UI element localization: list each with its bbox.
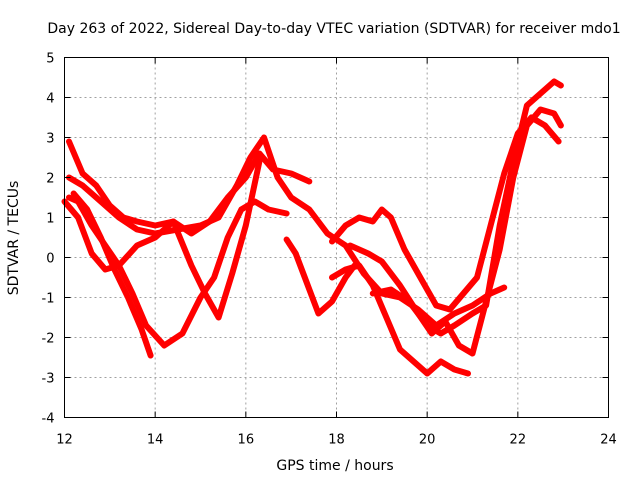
y-tick-label: 1 [46, 212, 54, 227]
series-track-5 [61, 158, 263, 321]
y-tick-label: 0 [46, 252, 54, 267]
y-tick-label: 5 [46, 52, 54, 67]
y-tick-label: 4 [46, 92, 54, 107]
y-axis-title: SDTVAR / TECUs [6, 181, 22, 296]
y-tick-label: -1 [42, 292, 55, 307]
x-tick-label: 18 [328, 433, 345, 448]
series-track-9 [347, 106, 564, 357]
x-tick-label: 24 [600, 433, 617, 448]
chart-title: Day 263 of 2022, Sidereal Day-to-day VTE… [47, 21, 620, 37]
series-track-3 [66, 194, 290, 349]
series-track-10 [369, 78, 564, 337]
x-tick-label: 22 [510, 433, 527, 448]
x-tick-label: 12 [56, 433, 73, 448]
x-tick-label: 16 [238, 433, 255, 448]
x-axis-title: GPS time / hours [276, 458, 393, 474]
y-tick-label: -2 [42, 332, 55, 347]
data-series [61, 78, 564, 377]
y-tick-label: -3 [42, 372, 55, 387]
y-tick-label: 2 [46, 172, 54, 187]
y-tick-label: 3 [46, 132, 54, 147]
series-track-1 [66, 138, 313, 237]
series-track-6 [283, 236, 358, 317]
x-tick-label: 14 [147, 433, 164, 448]
grid-lines [64, 57, 609, 418]
x-tick-label: 20 [419, 433, 436, 448]
series-track-2 [66, 134, 508, 329]
series-track-7 [329, 262, 471, 377]
y-tick-label: -4 [42, 412, 55, 427]
